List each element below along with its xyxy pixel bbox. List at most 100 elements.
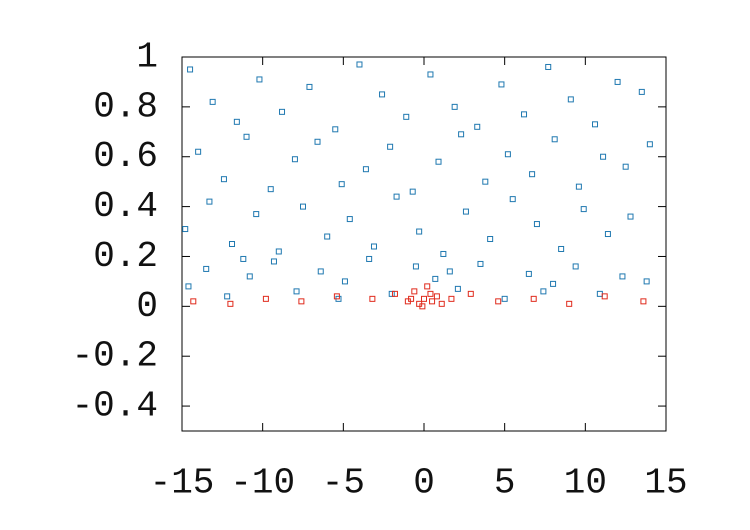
point [482, 178, 489, 185]
point [387, 143, 394, 150]
point [498, 81, 505, 88]
point [550, 280, 557, 287]
point [419, 303, 426, 310]
point [533, 221, 540, 228]
y-tick-label: 0.8 [93, 86, 158, 127]
x-tick-label: 10 [564, 463, 607, 504]
point [240, 255, 247, 262]
point [529, 171, 536, 178]
y-tick-label: 0.4 [93, 186, 158, 227]
point [638, 88, 645, 95]
point [293, 288, 300, 295]
point [604, 231, 611, 238]
point [540, 288, 547, 295]
y-tick-label: -0.4 [72, 386, 158, 427]
point [530, 295, 537, 302]
point [567, 96, 574, 103]
point [243, 133, 250, 140]
point [421, 295, 427, 302]
point [229, 241, 236, 247]
point [572, 263, 579, 270]
point [545, 63, 552, 70]
x-tick-label: -10 [230, 463, 295, 504]
point [504, 151, 511, 158]
point [601, 293, 608, 300]
point [558, 245, 565, 252]
point [275, 248, 282, 255]
point [195, 148, 202, 155]
point [600, 153, 607, 160]
point [446, 268, 453, 275]
point [393, 193, 400, 200]
point [427, 71, 434, 78]
point [270, 258, 277, 265]
y-tick-label: 0.2 [93, 236, 158, 277]
point [495, 298, 502, 305]
point [525, 270, 532, 277]
point [314, 138, 321, 145]
point [346, 216, 353, 223]
point [448, 295, 455, 302]
point [356, 61, 363, 68]
point [391, 290, 398, 297]
point [298, 298, 305, 305]
x-tick-label: -5 [322, 463, 365, 504]
point [206, 198, 213, 205]
plot-frame [181, 56, 667, 432]
point [370, 243, 377, 250]
point [369, 295, 376, 302]
point [306, 83, 313, 90]
point [477, 260, 484, 267]
point [458, 131, 465, 138]
x-tick-label: 0 [413, 463, 435, 504]
x-tick-label: 5 [494, 463, 516, 504]
point [409, 188, 416, 195]
point [408, 295, 415, 302]
point [596, 290, 603, 297]
point [300, 203, 306, 210]
point [227, 300, 234, 307]
point [627, 213, 634, 220]
point [435, 158, 442, 165]
point [333, 293, 340, 300]
point [341, 278, 348, 285]
point [411, 288, 418, 295]
point [220, 176, 227, 183]
point [246, 273, 253, 280]
point [551, 136, 558, 143]
point [580, 206, 587, 213]
point [267, 186, 274, 193]
point [619, 273, 626, 280]
point [509, 196, 516, 203]
point [646, 141, 653, 148]
point [338, 181, 345, 188]
point [427, 290, 434, 297]
point [521, 111, 528, 118]
point [467, 290, 474, 297]
point [291, 156, 298, 163]
point [190, 298, 197, 305]
point [433, 293, 440, 300]
point [262, 295, 269, 302]
point [501, 295, 508, 302]
y-tick-label: -0.2 [72, 336, 158, 377]
point [438, 300, 445, 307]
point [432, 275, 439, 282]
point [424, 283, 431, 290]
point [224, 293, 231, 300]
point [462, 208, 469, 215]
point [332, 126, 339, 133]
point [187, 66, 194, 73]
point [403, 113, 410, 120]
point [622, 163, 629, 170]
point [366, 255, 373, 262]
point [640, 298, 647, 305]
point [379, 91, 386, 98]
point [253, 211, 260, 218]
point [324, 233, 331, 240]
point [429, 298, 436, 305]
point [566, 300, 573, 307]
y-tick-label: 1 [136, 37, 158, 78]
point [474, 123, 481, 130]
